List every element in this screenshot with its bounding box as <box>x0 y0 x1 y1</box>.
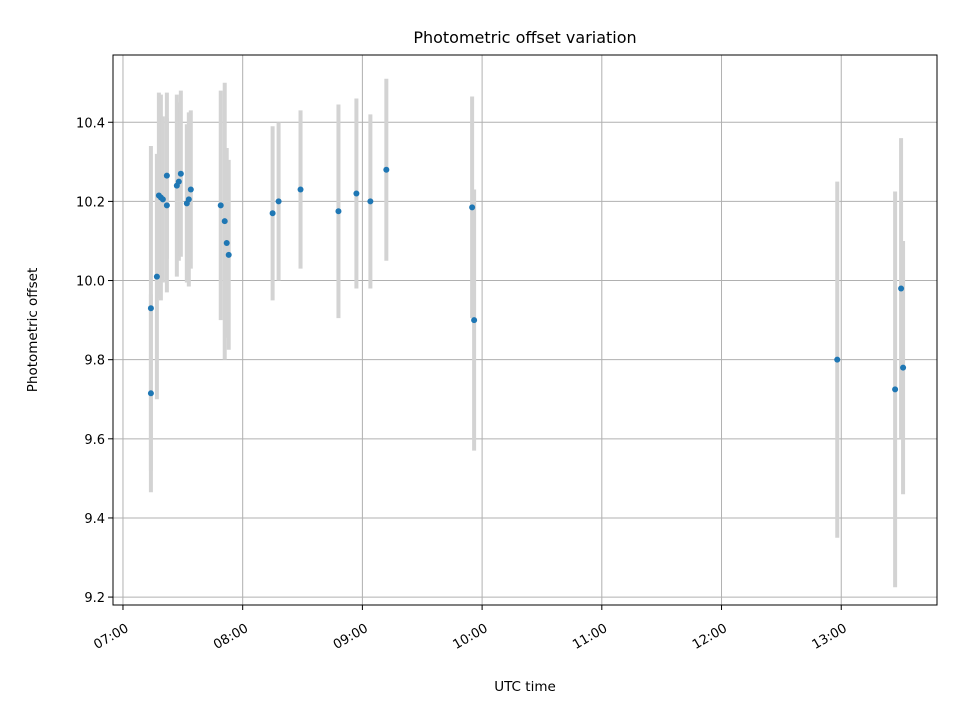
grid <box>113 55 937 605</box>
data-point <box>297 186 304 193</box>
y-tick-label: 10.2 <box>76 195 105 210</box>
data-point <box>900 364 907 371</box>
data-point <box>175 178 182 185</box>
y-tick-label: 9.8 <box>84 354 105 369</box>
data-point <box>892 386 899 393</box>
data-point <box>185 196 192 203</box>
x-axis-label: UTC time <box>494 679 556 695</box>
data-point <box>187 186 194 193</box>
y-tick-label: 9.2 <box>84 591 105 606</box>
data-point <box>225 251 232 258</box>
data-point <box>469 204 476 211</box>
data-point <box>223 239 230 246</box>
y-tick-label: 10.4 <box>76 116 105 131</box>
data-point <box>275 198 282 205</box>
data-points <box>147 166 907 397</box>
y-axis-ticks: 9.2 9.4 9.6 9.8 10.0 10.2 10.4 <box>76 116 113 606</box>
y-tick-label: 10.0 <box>76 275 105 290</box>
data-point <box>147 305 154 312</box>
data-point <box>217 202 224 209</box>
plot-frame <box>112 54 938 606</box>
data-point <box>163 172 170 179</box>
data-point <box>159 196 166 203</box>
data-point <box>353 190 360 197</box>
data-point <box>383 166 390 173</box>
data-point <box>147 390 154 397</box>
data-point <box>898 285 905 292</box>
data-point <box>367 198 374 205</box>
data-point <box>834 356 841 363</box>
data-point <box>153 273 160 280</box>
data-point <box>221 218 228 225</box>
data-point <box>177 170 184 177</box>
y-tick-label: 9.4 <box>84 512 105 527</box>
y-axis-label: Photometric offset <box>25 268 41 392</box>
data-point <box>335 208 342 215</box>
data-point <box>471 317 478 324</box>
data-point <box>163 202 170 209</box>
chart-title: Photometric offset variation <box>413 28 636 47</box>
data-point <box>269 210 276 217</box>
y-tick-label: 9.6 <box>84 433 105 448</box>
